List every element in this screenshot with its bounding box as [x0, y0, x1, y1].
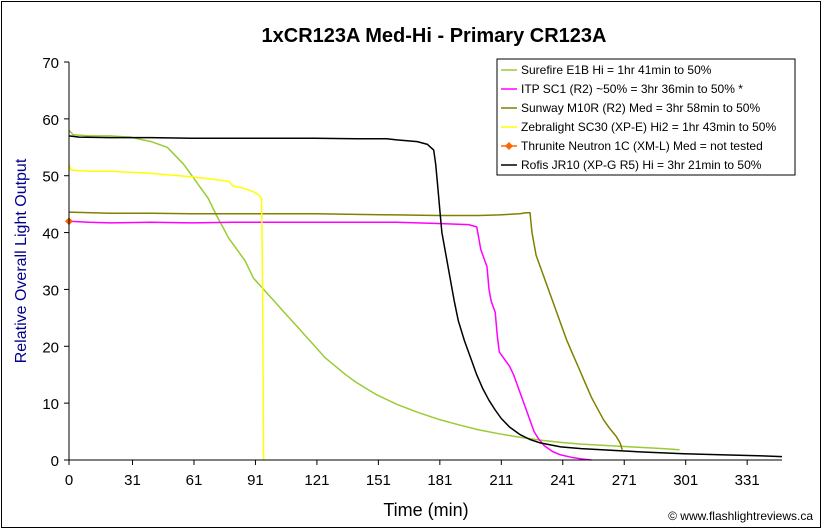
x-axis-label: Time (min) — [383, 500, 468, 520]
x-tick-label: 241 — [550, 472, 575, 489]
y-tick-label: 50 — [42, 169, 59, 186]
legend-entry-3: Sunway M10R (R2) Med = 3hr 58min to 50% — [521, 101, 760, 115]
x-tick-label: 181 — [427, 472, 452, 489]
x-tick-label: 331 — [735, 472, 760, 489]
x-tick-label: 0 — [65, 472, 73, 489]
series-line-4 — [68, 164, 265, 461]
y-tick-label: 0 — [51, 453, 59, 470]
legend-entry-5: Thrunite Neutron 1C (XM-L) Med = not tes… — [521, 139, 763, 153]
legend-entry-2: ITP SC1 (R2) ~50% = 3hr 36min to 50% * — [521, 82, 743, 96]
y-tick-label: 40 — [42, 226, 59, 243]
x-tick-label: 61 — [186, 472, 203, 489]
y-tick-label: 70 — [42, 55, 59, 72]
x-tick-label: 91 — [247, 472, 264, 489]
legend-marker-5 — [505, 142, 513, 150]
axes-layer: 0 10 20 30 40 50 60 70 0 31 61 91 121 151 181 211 241 271… — [42, 55, 782, 489]
series-line-3 — [68, 211, 623, 451]
series-line-2 — [68, 220, 592, 461]
series-line-1 — [68, 129, 680, 451]
y-axis-label: Relative Overall Light Output — [13, 158, 30, 363]
legend-box — [496, 58, 796, 176]
x-tick-label: 211 — [489, 472, 513, 489]
legend-entry-4: Zebralight SC30 (XP-E) Hi2 = 1hr 43min t… — [521, 120, 776, 134]
legend-entry-1: Surefire E1B Hi = 1hr 41min to 50% — [521, 63, 712, 77]
x-tick-label: 31 — [124, 472, 141, 489]
y-tick-label: 20 — [42, 339, 59, 356]
y-tick-label: 60 — [42, 112, 59, 129]
chart-title: 1xCR123A Med-Hi - Primary CR123A — [262, 25, 607, 47]
x-tick-label: 271 — [612, 472, 637, 489]
legend-entry-6: Rofis JR10 (XP-G R5) Hi = 3hr 21min to 5… — [521, 158, 762, 172]
y-tick-label: 30 — [42, 282, 59, 299]
credit-text: © www.flashlightreviews.ca — [668, 509, 813, 523]
x-tick-label: 301 — [673, 472, 698, 489]
series-layer — [65, 129, 783, 461]
series-line-6 — [68, 135, 783, 458]
x-tick-label: 121 — [304, 472, 329, 489]
y-tick-label: 10 — [42, 396, 59, 413]
legend: Surefire E1B Hi = 1hr 41min to 50% ITP SC… — [496, 58, 796, 176]
x-tick-label: 151 — [366, 472, 391, 489]
